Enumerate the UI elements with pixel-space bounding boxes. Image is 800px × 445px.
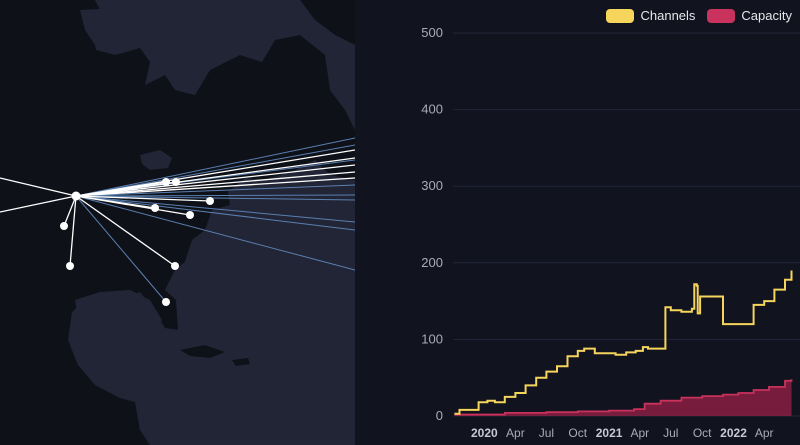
hudson-bay: [80, 8, 135, 52]
channel-link: [75, 164, 355, 197]
channel-link: [75, 149, 355, 197]
channel-link: [75, 177, 355, 197]
peer-node[interactable]: [162, 298, 170, 306]
y-tick-label: 300: [421, 178, 443, 193]
chart-svg: 0 100 200 300 400 500 2020 Apr Jul Oct 2021 Apr Jul…: [421, 25, 800, 440]
y-tick-label: 0: [436, 408, 443, 423]
caribbean-islands: [180, 345, 250, 366]
legend-swatch-capacity: [707, 8, 736, 23]
x-tick-label: Oct: [568, 426, 587, 440]
x-tick-label: 2021: [596, 426, 623, 440]
legend-item-channels[interactable]: Channels: [606, 8, 695, 23]
hub-node[interactable]: [71, 191, 81, 201]
grid-lines: [453, 32, 800, 417]
peer-node[interactable]: [60, 222, 68, 230]
legend: Channels Capacity: [606, 8, 792, 23]
great-lakes: [140, 150, 172, 170]
peer-node[interactable]: [162, 178, 170, 186]
channel-link: [75, 171, 355, 197]
x-tick-label: Apr: [630, 426, 649, 440]
channel-link: [69, 195, 77, 267]
legend-swatch-channels: [606, 8, 635, 23]
series-area-capacity: [454, 379, 792, 416]
peer-nodes: [60, 178, 214, 306]
channel-link-faint: [75, 194, 355, 197]
y-tick-label: 400: [421, 102, 443, 117]
x-tick-label: Jul: [663, 426, 678, 440]
series-line-channels: [454, 270, 793, 415]
channel-link-faint: [75, 144, 355, 197]
history-chart: 0 100 200 300 400 500 2020 Apr Jul Oct 2021 Apr Jul…: [355, 0, 800, 445]
peer-node[interactable]: [66, 262, 74, 270]
y-axis-ticks: 0 100 200 300 400 500: [421, 25, 443, 423]
channel-link: [75, 195, 191, 216]
channel-links: [0, 137, 355, 303]
series-line-capacity: [454, 379, 793, 416]
series-layer: [454, 270, 793, 416]
gulf-of-mexico: [75, 290, 162, 350]
channel-link-faint: [75, 137, 355, 197]
x-tick-label: 2022: [720, 426, 747, 440]
y-tick-label: 200: [421, 255, 443, 270]
greenland-land: [300, 0, 355, 45]
channel-link: [75, 157, 355, 197]
y-tick-label: 100: [421, 331, 443, 346]
channel-link: [75, 195, 176, 267]
channel-link-faint: [75, 195, 355, 271]
peer-node[interactable]: [151, 204, 159, 212]
node-map[interactable]: [0, 0, 355, 445]
legend-label-channels: Channels: [640, 8, 696, 23]
x-tick-label: Oct: [693, 426, 712, 440]
channel-link-faint: [75, 195, 167, 303]
channel-link-faint: [75, 195, 355, 201]
channel-link: [0, 177, 77, 197]
channel-link: [63, 195, 77, 227]
channel-link: [0, 195, 77, 213]
legend-item-capacity[interactable]: Capacity: [707, 8, 792, 23]
peer-node[interactable]: [186, 211, 194, 219]
x-tick-label: Jul: [539, 426, 554, 440]
y-tick-label: 500: [421, 25, 443, 40]
map-svg: [0, 0, 355, 445]
channel-link: [75, 195, 211, 202]
channel-link-faint: [75, 195, 355, 231]
x-tick-label: Apr: [755, 426, 774, 440]
x-tick-label: Apr: [506, 426, 525, 440]
x-axis-ticks: 2020 Apr Jul Oct 2021 Apr Jul Oct 2022 Apr: [471, 426, 774, 440]
peer-node[interactable]: [172, 178, 180, 186]
peer-node[interactable]: [206, 197, 214, 205]
x-tick-label: 2020: [471, 426, 498, 440]
channel-link-faint: [75, 184, 355, 197]
channel-link-faint: [75, 195, 355, 223]
peer-node[interactable]: [171, 262, 179, 270]
legend-label-capacity: Capacity: [741, 8, 792, 23]
